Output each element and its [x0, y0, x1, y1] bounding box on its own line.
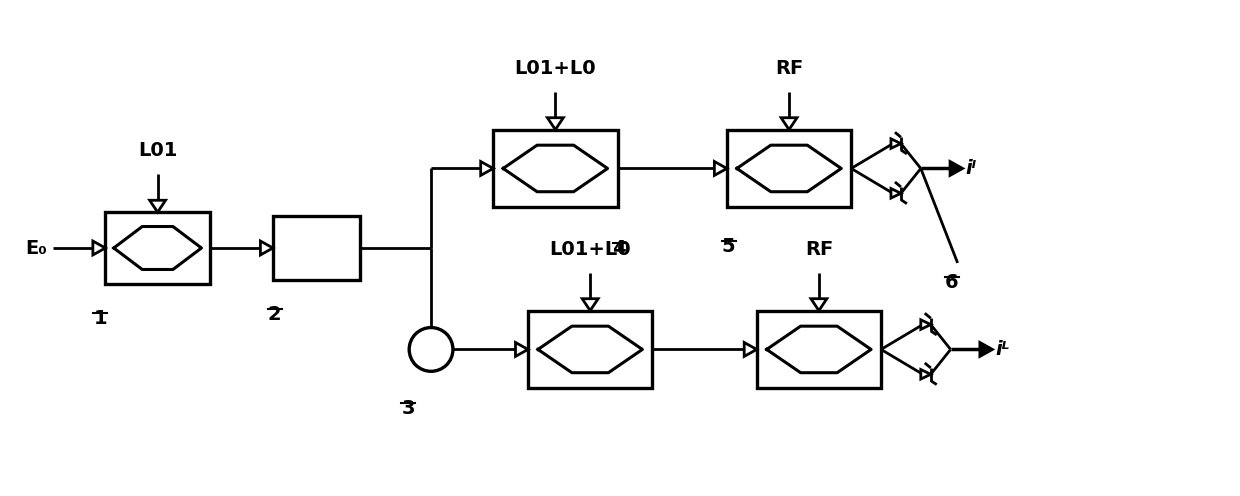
Polygon shape	[547, 118, 563, 129]
Text: L01+L0: L01+L0	[549, 240, 631, 259]
FancyBboxPatch shape	[494, 129, 618, 207]
Text: 4: 4	[613, 239, 626, 258]
Bar	[273, 216, 361, 280]
Text: iᴵ: iᴵ	[966, 159, 977, 178]
Text: 1: 1	[93, 309, 107, 328]
Polygon shape	[744, 342, 756, 357]
Polygon shape	[950, 162, 962, 176]
Text: 5: 5	[722, 237, 735, 256]
Polygon shape	[260, 241, 273, 255]
FancyBboxPatch shape	[727, 129, 851, 207]
Polygon shape	[921, 320, 931, 329]
Polygon shape	[921, 370, 931, 379]
Text: 2: 2	[268, 305, 281, 324]
Polygon shape	[781, 118, 797, 129]
Polygon shape	[150, 200, 166, 212]
FancyBboxPatch shape	[756, 310, 882, 388]
Polygon shape	[583, 299, 598, 310]
Text: RF: RF	[805, 240, 833, 259]
Text: 6: 6	[945, 273, 959, 292]
Text: L01+L0: L01+L0	[515, 59, 596, 78]
FancyBboxPatch shape	[105, 212, 210, 284]
Text: E₀: E₀	[26, 239, 47, 257]
Polygon shape	[892, 188, 901, 198]
Polygon shape	[516, 342, 528, 357]
Polygon shape	[93, 241, 105, 255]
Text: L01: L01	[138, 141, 177, 161]
Polygon shape	[892, 139, 901, 148]
Circle shape	[409, 327, 453, 372]
Polygon shape	[714, 162, 727, 176]
Text: 3: 3	[402, 399, 414, 418]
Polygon shape	[980, 342, 992, 357]
Polygon shape	[481, 162, 494, 176]
Text: RF: RF	[775, 59, 804, 78]
Text: iᴸ: iᴸ	[996, 340, 1009, 359]
Polygon shape	[811, 299, 827, 310]
FancyBboxPatch shape	[528, 310, 652, 388]
